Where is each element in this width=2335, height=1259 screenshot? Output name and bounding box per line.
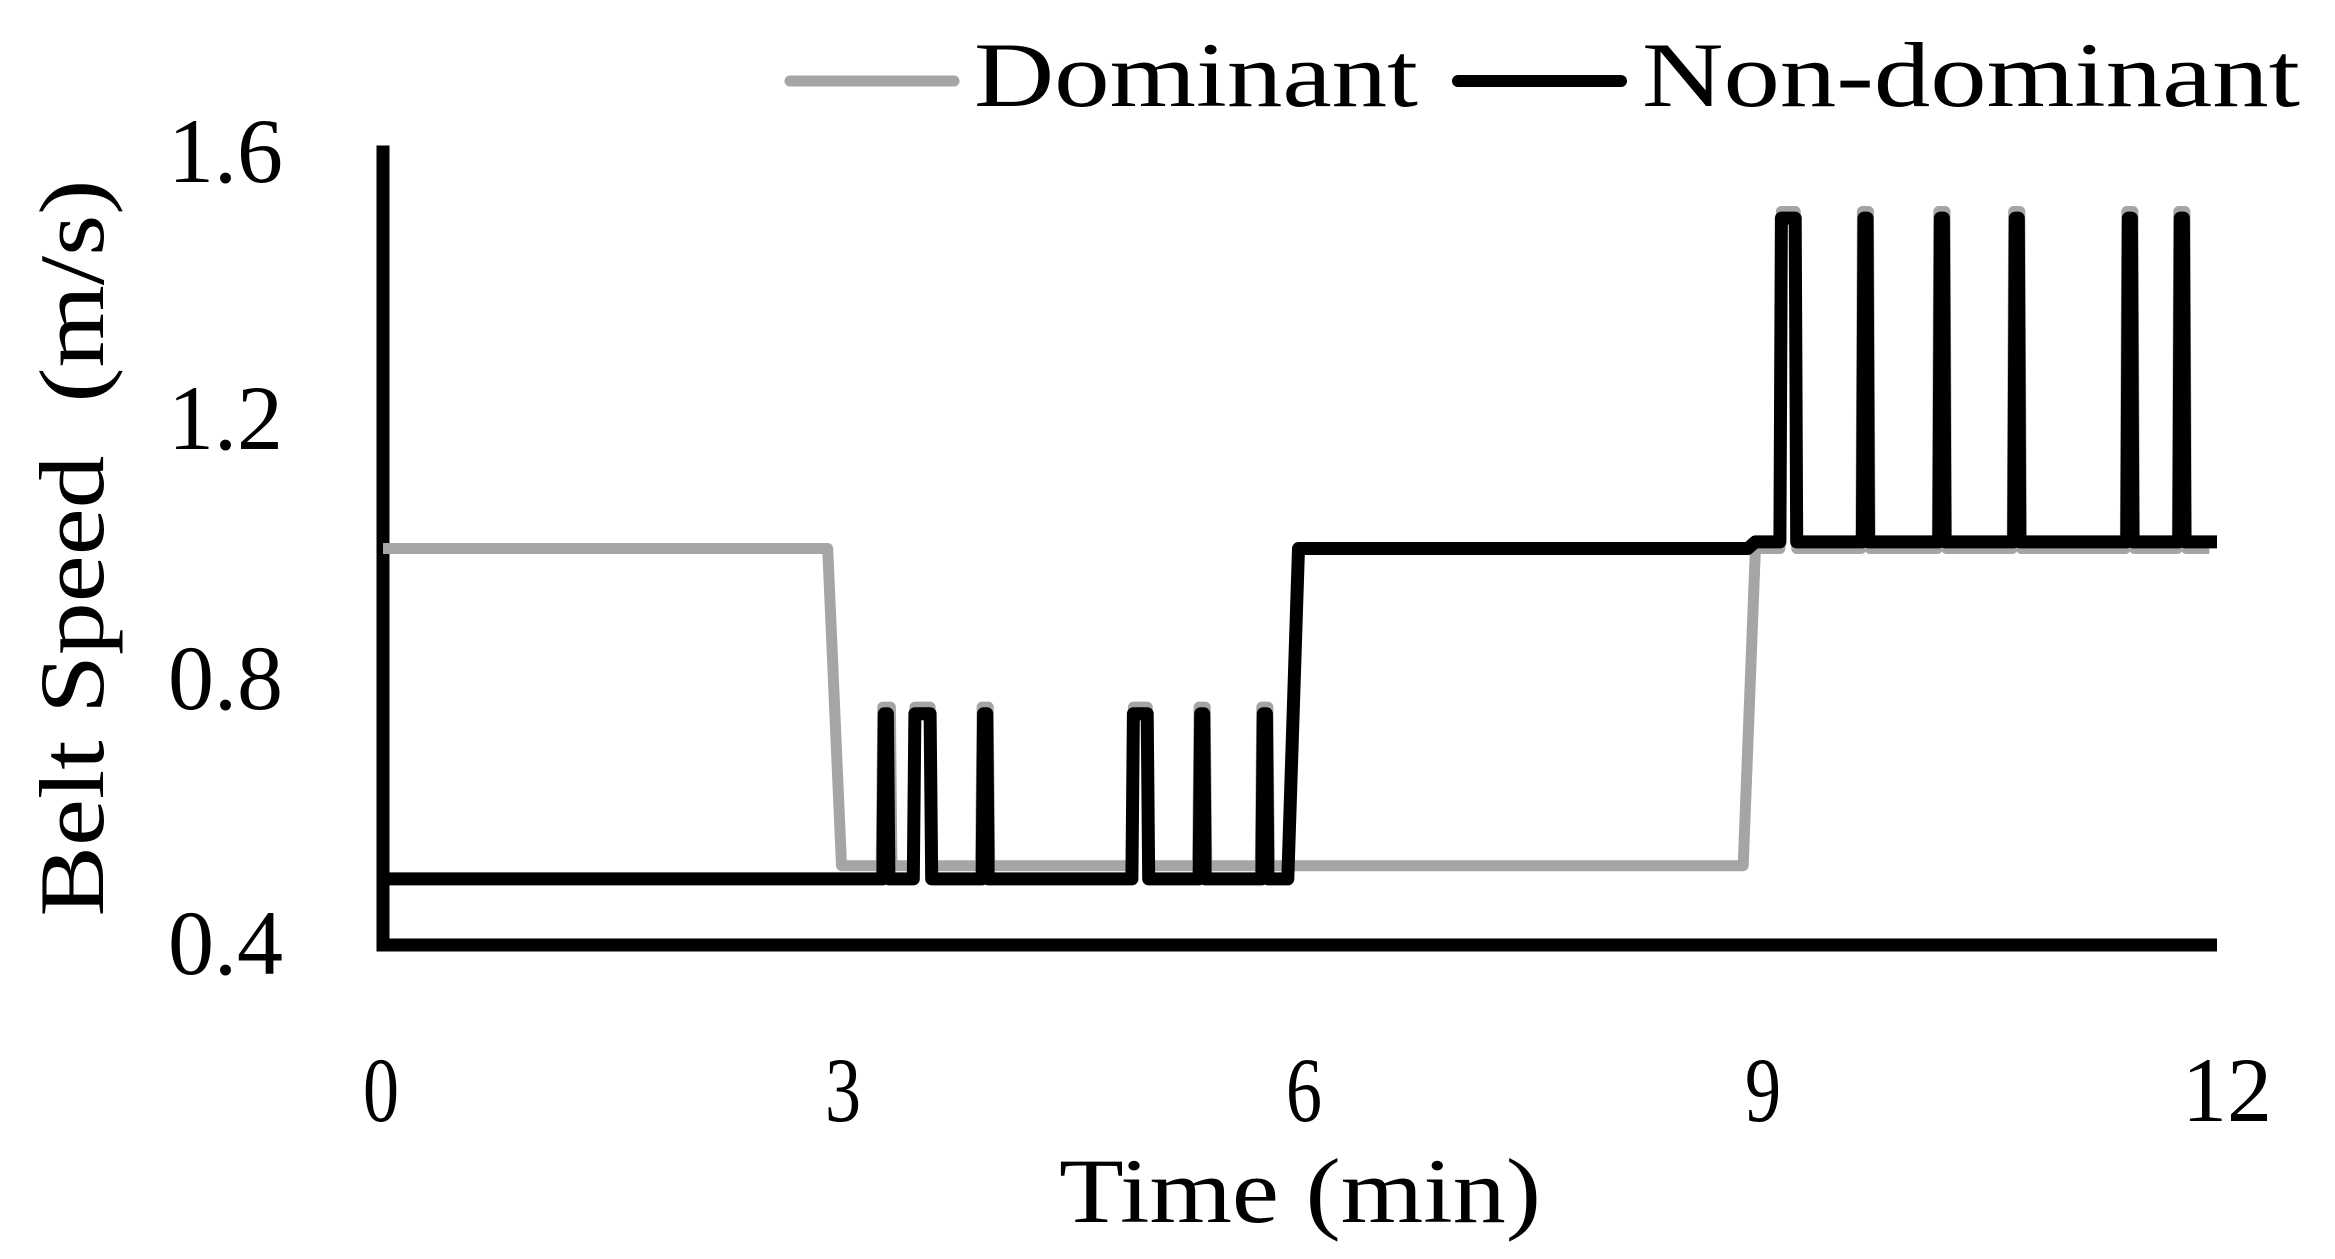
- y-tick-label: 1.6: [168, 100, 283, 202]
- x-tick-label: 12: [2182, 1039, 2272, 1141]
- legend: Dominant Non-dominant: [784, 24, 2301, 126]
- x-tick-label: 6: [1286, 1039, 1322, 1141]
- series-line-dominant: [383, 206, 2210, 872]
- series-line-non-dominant: [383, 211, 2217, 886]
- x-tick-label: 3: [825, 1039, 861, 1141]
- x-tick-label: 9: [1745, 1039, 1781, 1141]
- y-tick-label: 1.2: [168, 367, 283, 469]
- y-tick-label: 0.4: [168, 892, 283, 994]
- legend-label-dominant: Dominant: [974, 24, 1419, 126]
- y-axis-title: Belt Speed (m/s): [21, 180, 123, 917]
- legend-label-non-dominant: Non-dominant: [1642, 24, 2301, 126]
- y-tick-labels: 1.6 1.2 0.8 0.4: [168, 100, 283, 994]
- x-tick-label: 0: [363, 1039, 399, 1141]
- x-axis-title: Time (min): [1059, 1140, 1541, 1242]
- y-tick-label: 0.8: [168, 627, 283, 729]
- x-tick-labels: 0 3 6 9 12: [363, 1039, 2272, 1141]
